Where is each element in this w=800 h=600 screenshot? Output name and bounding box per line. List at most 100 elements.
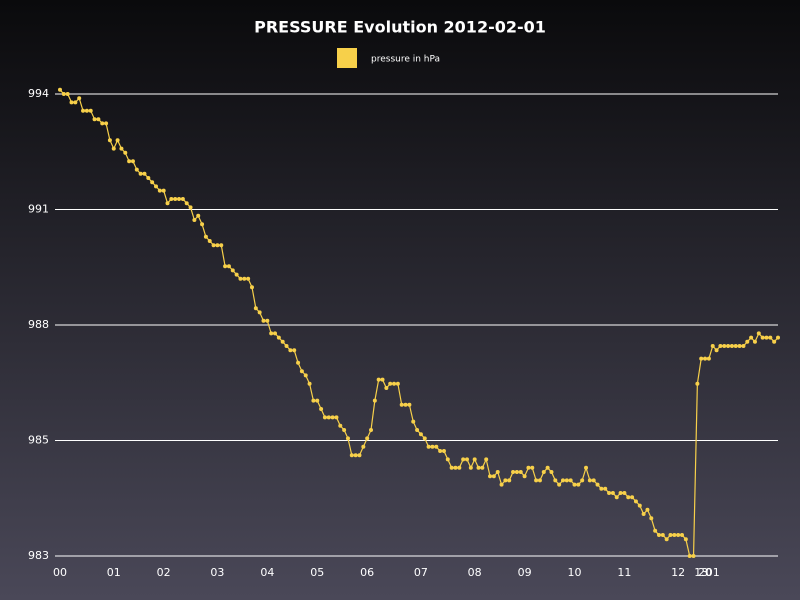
data-point: [741, 344, 746, 348]
data-point: [691, 554, 696, 558]
data-point: [415, 428, 420, 432]
data-point: [411, 419, 416, 424]
data-point: [81, 108, 86, 113]
data-point: [77, 96, 82, 101]
data-point: [618, 491, 623, 495]
data-point: [369, 428, 374, 432]
x-tick-label: 10: [568, 566, 582, 579]
data-point: [680, 533, 685, 537]
data-point: [637, 503, 642, 508]
x-tick-label: 01: [107, 566, 121, 579]
data-point: [311, 398, 316, 403]
data-point: [58, 87, 62, 92]
data-point: [127, 159, 132, 164]
data-point: [299, 369, 304, 374]
data-point: [518, 470, 523, 474]
data-point: [706, 356, 711, 361]
data-point: [603, 486, 608, 491]
data-point: [560, 478, 565, 483]
data-point: [219, 243, 224, 248]
data-point: [422, 436, 427, 441]
data-point: [157, 188, 162, 193]
data-point: [614, 495, 619, 500]
data-point: [173, 197, 178, 201]
data-point: [84, 108, 89, 113]
data-point: [649, 516, 654, 521]
data-point: [238, 276, 243, 281]
data-point: [564, 478, 569, 483]
x-tick-label: 12: [671, 566, 685, 579]
data-point: [676, 533, 681, 537]
data-point: [65, 92, 70, 96]
data-point: [418, 432, 423, 437]
data-point: [457, 465, 462, 470]
data-point: [549, 470, 554, 474]
data-point: [292, 348, 297, 353]
x-tick-label: 02: [157, 566, 171, 579]
data-point: [461, 457, 466, 462]
data-point: [357, 453, 362, 458]
data-point: [699, 356, 704, 361]
data-point: [776, 335, 780, 340]
data-point: [322, 415, 327, 420]
data-point: [760, 335, 765, 340]
data-point: [257, 310, 262, 315]
data-point: [223, 264, 228, 269]
data-point: [668, 533, 673, 537]
x-tick-label: 01: [706, 566, 720, 579]
data-point: [633, 499, 638, 504]
data-point: [273, 331, 278, 336]
data-point: [104, 121, 109, 126]
x-tick-label: 06: [360, 566, 374, 579]
data-point: [710, 344, 715, 348]
data-point: [595, 482, 600, 487]
data-point: [180, 197, 185, 201]
data-point: [488, 474, 493, 479]
data-point: [695, 381, 700, 386]
data-point: [749, 335, 754, 340]
data-point: [503, 478, 508, 483]
data-point: [150, 180, 155, 185]
data-point: [376, 377, 381, 382]
data-point: [430, 444, 435, 449]
data-point: [438, 449, 443, 453]
data-point: [572, 482, 577, 487]
y-tick-label: 985: [28, 434, 49, 447]
data-point: [541, 470, 546, 474]
data-point: [330, 415, 335, 420]
data-point: [130, 159, 135, 164]
data-point: [630, 495, 635, 500]
data-point: [226, 264, 231, 269]
data-point: [269, 331, 274, 336]
data-point: [514, 470, 519, 474]
data-point: [607, 491, 612, 495]
data-point: [756, 331, 761, 336]
data-point: [641, 512, 646, 516]
data-point: [445, 457, 450, 462]
data-point: [319, 407, 324, 411]
data-point: [353, 453, 358, 458]
data-point: [534, 478, 539, 483]
data-point: [653, 528, 658, 533]
data-point: [530, 465, 535, 470]
data-point: [733, 344, 738, 348]
data-point: [703, 356, 708, 361]
data-point: [372, 398, 377, 403]
data-point: [315, 398, 320, 403]
data-point: [107, 138, 112, 143]
x-tick-label: 13: [694, 566, 708, 579]
data-point: [426, 444, 431, 449]
data-point: [184, 201, 189, 206]
x-tick-label: 09: [518, 566, 532, 579]
data-point: [303, 373, 308, 378]
y-tick-label: 991: [28, 203, 49, 216]
data-point: [464, 457, 469, 462]
data-point: [726, 344, 731, 348]
data-point: [265, 318, 270, 323]
data-point: [280, 339, 285, 344]
y-tick-label: 983: [28, 549, 49, 562]
data-point: [764, 335, 769, 340]
data-point: [557, 482, 562, 487]
data-point: [361, 444, 366, 449]
